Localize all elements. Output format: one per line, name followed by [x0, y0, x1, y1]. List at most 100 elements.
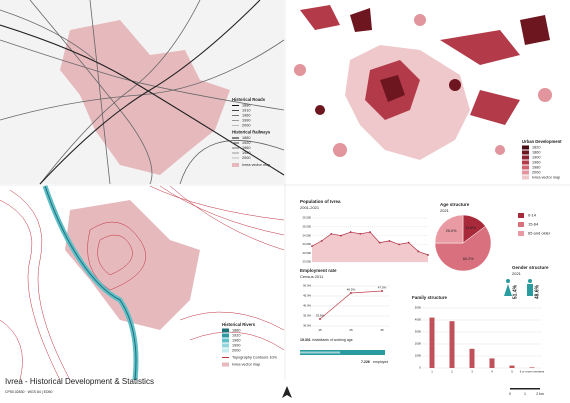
gender-value: 51.4%: [512, 284, 518, 299]
bar: [449, 321, 455, 368]
label: 23.500: [302, 251, 311, 255]
label: 2000: [415, 342, 422, 346]
label: 25.500: [302, 216, 311, 220]
person-icon-head: [506, 279, 510, 283]
label: 23.000: [302, 260, 311, 264]
label: Ivrea vector map: [242, 163, 270, 167]
label: 1910: [242, 109, 250, 113]
label: 25.0%: [446, 229, 457, 233]
legend-swatch: [232, 163, 239, 167]
label: 0-14: [528, 213, 537, 218]
label: 1860: [532, 151, 540, 155]
bar: [429, 317, 435, 368]
roads-map: [0, 0, 285, 185]
label: 5: [511, 370, 513, 374]
rivers-map: [0, 185, 285, 381]
label: 2: [451, 370, 453, 374]
label: 33.5%: [316, 313, 325, 317]
label: 1960: [232, 339, 240, 343]
label: Historical Roads: [232, 97, 266, 102]
point: [398, 243, 400, 246]
point: [369, 231, 371, 233]
label: 2021: [512, 271, 522, 276]
population-area: [312, 232, 428, 262]
legend-swatch: [522, 175, 529, 180]
bar: [489, 358, 495, 368]
point: [407, 241, 410, 244]
legend-swatch: [222, 333, 229, 338]
label: 15-64: [528, 222, 539, 227]
label: 0: [419, 366, 421, 370]
label: 35.0%: [303, 314, 311, 318]
person-icon: [527, 284, 533, 296]
bar: [469, 348, 475, 368]
label: 1880: [232, 329, 240, 333]
label: 1920: [232, 334, 240, 338]
label: 3000: [415, 330, 422, 334]
label: Gender structure: [512, 265, 549, 270]
label: 2000: [242, 124, 250, 128]
label: 1960: [242, 146, 250, 150]
label: 1: [524, 392, 526, 396]
legend-swatch: [522, 145, 529, 150]
label: 2001-2021: [300, 205, 320, 210]
legend-swatch: [522, 160, 529, 165]
label: 2000: [232, 349, 240, 353]
label: Ivrea vector map: [532, 176, 560, 180]
label: 45.0%: [303, 294, 311, 298]
label: 6 or more members: [520, 370, 545, 374]
label: 2021: [440, 208, 450, 213]
label: 15.301: [300, 338, 311, 342]
label: Ivrea vector map: [232, 363, 260, 367]
label: 1920: [242, 141, 250, 145]
label: 46.5%: [347, 287, 356, 291]
legend-swatch: [518, 222, 524, 227]
point: [311, 245, 313, 248]
person-icon-head: [528, 279, 532, 283]
label: 1: [431, 370, 433, 374]
legend-swatch: [518, 213, 524, 218]
label: Historical Railways: [232, 130, 271, 135]
north-arrow: [282, 386, 292, 398]
point: [320, 239, 323, 242]
legend-swatch: [222, 338, 229, 343]
label: Topography Contours 10m: [232, 356, 277, 360]
label: 3: [471, 370, 473, 374]
label: 1880: [242, 136, 250, 140]
label: 40.0%: [303, 304, 311, 308]
label: 1990: [232, 344, 240, 348]
label: 1900: [532, 156, 540, 160]
label: 25.000: [302, 225, 311, 229]
working-bar: [300, 350, 385, 355]
legend-swatch: [522, 155, 529, 160]
label: 7.226: [361, 360, 370, 364]
label: 35: [380, 328, 384, 332]
point: [359, 232, 362, 235]
working-bar: [300, 351, 341, 354]
label: 47.5%: [378, 285, 387, 289]
person-icon: [504, 284, 512, 296]
label: 1960: [242, 114, 250, 118]
point: [350, 292, 352, 294]
point: [427, 254, 429, 256]
label: 2000: [532, 171, 540, 175]
label: 1960: [532, 161, 540, 165]
label: 0: [509, 392, 511, 396]
legend-swatch: [522, 165, 529, 170]
point: [330, 232, 333, 235]
label: 15: [318, 328, 322, 332]
label: CP50.02830 · WGS 84 | ED50: [5, 390, 52, 394]
label: Population of Ivrea: [300, 199, 341, 204]
point: [417, 250, 420, 253]
label: 65 and older: [528, 231, 551, 236]
label: Employment rate: [300, 268, 337, 273]
label: 4: [491, 370, 493, 374]
point: [378, 241, 381, 244]
label: Census 2011: [300, 274, 324, 279]
label: employed: [373, 360, 388, 364]
point: [340, 234, 342, 237]
label: 50.0%: [303, 284, 311, 288]
point: [381, 290, 383, 292]
label: 30.0%: [303, 324, 311, 328]
